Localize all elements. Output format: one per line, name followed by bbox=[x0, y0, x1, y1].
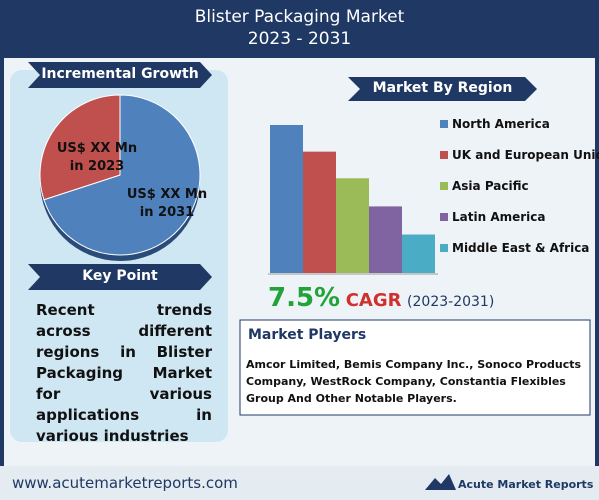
legend-item: North America bbox=[440, 117, 550, 131]
ribbon-title: Market By Region bbox=[372, 80, 513, 96]
title-block: Blister Packaging Market 2023 - 2031 bbox=[0, 6, 599, 50]
bar bbox=[402, 234, 435, 273]
slice-label: US$ XX Mn in 2031 bbox=[126, 187, 208, 220]
players-title: Market Players bbox=[248, 327, 367, 343]
ribbon-title: Incremental Growth bbox=[41, 66, 199, 82]
slice-label: US$ XX Mn in 2023 bbox=[56, 141, 138, 174]
ribbon-title: Key Point bbox=[82, 268, 158, 284]
legend-item: Middle East & Africa bbox=[440, 241, 589, 255]
legend-label: Middle East & Africa bbox=[452, 241, 590, 255]
legend-swatch bbox=[440, 120, 448, 128]
ribbon bbox=[28, 62, 212, 88]
title: Blister Packaging Market bbox=[194, 7, 405, 27]
players-text: Amcor Limited, Bemis Company Inc., Sonoc… bbox=[246, 358, 582, 405]
bar bbox=[336, 178, 369, 273]
ribbon bbox=[348, 77, 537, 101]
cagr-period: (2023-2031) bbox=[407, 294, 495, 310]
legend-swatch bbox=[440, 213, 448, 221]
legend-label: UK and European Union bbox=[452, 148, 599, 162]
legend-label: Asia Pacific bbox=[452, 179, 529, 193]
footer-band bbox=[0, 466, 599, 500]
legend-label: North America bbox=[452, 117, 550, 131]
ribbon bbox=[28, 264, 212, 290]
title-band bbox=[0, 0, 599, 58]
pie-slice bbox=[43, 94, 201, 256]
legend-label: Latin America bbox=[452, 210, 546, 224]
footer-url: www.acutemarketreports.com bbox=[12, 474, 238, 492]
cagr: 7.5% CAGR (2023-2031) bbox=[268, 283, 494, 313]
legend-item: Asia Pacific bbox=[440, 179, 529, 193]
legend-item: UK and European Union bbox=[440, 148, 599, 162]
players-box bbox=[239, 319, 591, 416]
bar bbox=[369, 206, 402, 273]
cagr-value: 7.5% bbox=[268, 283, 341, 313]
legend-item: Latin America bbox=[440, 210, 546, 224]
cagr-label: CAGR bbox=[345, 290, 402, 311]
subtitle: 2023 - 2031 bbox=[247, 29, 352, 49]
legend-swatch bbox=[440, 182, 448, 190]
footer-brand: Acute Market Reports bbox=[458, 478, 594, 491]
bar bbox=[270, 125, 303, 273]
legend-swatch bbox=[440, 151, 448, 159]
legend-swatch bbox=[440, 244, 448, 252]
bar bbox=[303, 151, 336, 273]
pie-slice bbox=[39, 94, 121, 201]
logo-icon bbox=[425, 474, 456, 490]
key-point-text: Recent trends across different regions i… bbox=[36, 301, 212, 445]
